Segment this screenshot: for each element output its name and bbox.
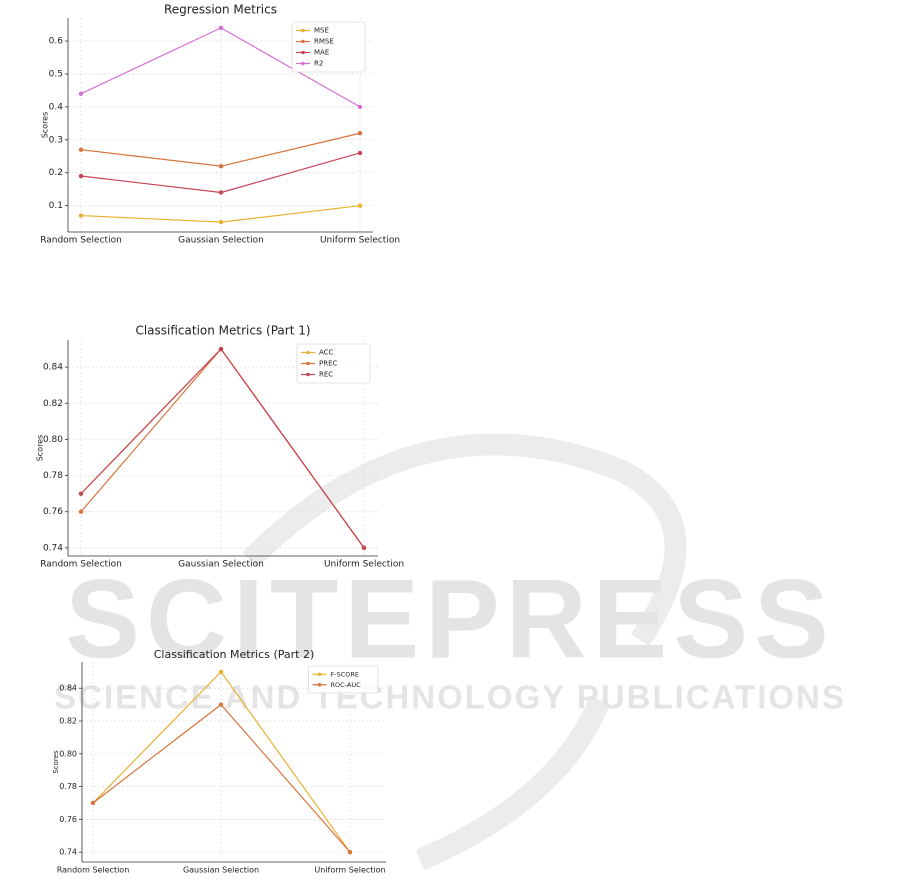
- x-tick-label: Uniform Selection: [314, 866, 385, 875]
- chart: Classification Metrics (Part 2) Scores 0.7…: [52, 648, 386, 875]
- y-tick-label: 0.76: [59, 815, 77, 824]
- point: [78, 509, 84, 514]
- watermark-arc: [242, 433, 687, 647]
- y-tick-label: 0.84: [43, 363, 63, 373]
- x-tick-label: Random Selection: [40, 236, 122, 246]
- y-tick-label: 0.5: [49, 69, 63, 79]
- legend-marker: [306, 372, 310, 377]
- legend-marker: [317, 672, 322, 677]
- y-axis-label: Scores: [52, 750, 60, 774]
- chart: Regression Metrics Scores 0.1 0.2 0.3 0.4 0.5 0…: [40, 3, 400, 246]
- legend-label: RMSE: [314, 38, 334, 46]
- chart-title: Classification Metrics (Part 1): [135, 324, 310, 338]
- series-line: [80, 132, 361, 167]
- legend-marker: [306, 361, 310, 366]
- legend-label: ACC: [319, 349, 334, 357]
- legend-label: ROC-AUC: [331, 681, 362, 689]
- point: [218, 702, 224, 707]
- point: [218, 669, 224, 675]
- watermark-arc: [415, 695, 611, 871]
- y-tick-label: 0.84: [59, 684, 77, 693]
- y-tick-label: 0.74: [43, 543, 63, 553]
- legend-box: [291, 21, 366, 73]
- legend-marker: [306, 350, 310, 355]
- point: [347, 849, 353, 855]
- legend-label: MSE: [314, 27, 329, 35]
- point: [78, 213, 84, 218]
- legend-marker: [317, 682, 322, 687]
- point: [78, 91, 84, 96]
- legend-box: [308, 665, 379, 694]
- legend-label: MAE: [314, 49, 329, 57]
- chart: Classification Metrics (Part 1) Scores 0.7…: [36, 324, 405, 570]
- chart-title: Classification Metrics (Part 2): [154, 648, 315, 661]
- point: [218, 346, 224, 352]
- y-tick-label: 0.78: [43, 471, 63, 481]
- x-tick-label: Random Selection: [40, 560, 122, 570]
- point: [357, 203, 363, 208]
- legend-label: PREC: [319, 360, 338, 368]
- point: [78, 173, 84, 179]
- y-tick-label: 0.1: [49, 201, 63, 211]
- legend-box: [296, 343, 371, 384]
- watermark: SCITEPRESS SCIENCE AND TECHNOLOGY PUBLIC…: [54, 433, 846, 871]
- chart-title: Regression Metrics: [164, 3, 277, 17]
- x-tick-label: Uniform Selection: [324, 560, 404, 570]
- point: [357, 131, 363, 136]
- point: [218, 163, 224, 169]
- y-tick-label: 0.2: [49, 168, 63, 178]
- y-tick-label: 0.4: [49, 102, 64, 112]
- legend-marker: [301, 50, 305, 55]
- series-line: [92, 703, 351, 853]
- y-tick-label: 0.74: [59, 848, 77, 857]
- legend-label: REC: [319, 371, 333, 379]
- watermark-title: SCITEPRESS: [65, 557, 835, 682]
- point: [218, 190, 224, 195]
- point: [357, 150, 363, 156]
- x-tick-label: Gaussian Selection: [183, 866, 259, 875]
- x-tick-label: Uniform Selection: [320, 236, 400, 246]
- y-tick-label: 0.76: [43, 507, 63, 517]
- y-axis-label: Scores: [36, 435, 45, 462]
- legend-marker: [301, 39, 305, 44]
- point: [218, 219, 224, 225]
- watermark-subtitle: SCIENCE AND TECHNOLOGY PUBLICATIONS: [54, 679, 846, 716]
- y-tick-label: 0.78: [59, 782, 77, 791]
- x-tick-label: Gaussian Selection: [178, 560, 264, 570]
- y-tick-label: 0.80: [59, 749, 77, 758]
- point: [357, 104, 363, 110]
- x-tick-label: Gaussian Selection: [178, 236, 264, 246]
- legend-label: F-SCORE: [331, 670, 360, 678]
- point: [90, 800, 96, 806]
- y-tick-label: 0.82: [43, 399, 63, 409]
- point: [78, 147, 84, 152]
- legend-label: R2: [314, 60, 323, 68]
- x-tick-label: Random Selection: [57, 866, 130, 875]
- point: [361, 545, 367, 551]
- legend-marker: [301, 61, 305, 66]
- point: [218, 25, 224, 31]
- point: [78, 491, 84, 496]
- y-tick-label: 0.6: [49, 37, 64, 47]
- y-tick-label: 0.80: [43, 435, 63, 445]
- y-tick-label: 0.82: [59, 717, 77, 726]
- series-line: [80, 205, 361, 223]
- y-tick-label: 0.3: [49, 135, 63, 145]
- y-axis-label: Scores: [41, 112, 50, 139]
- legend-marker: [301, 28, 305, 33]
